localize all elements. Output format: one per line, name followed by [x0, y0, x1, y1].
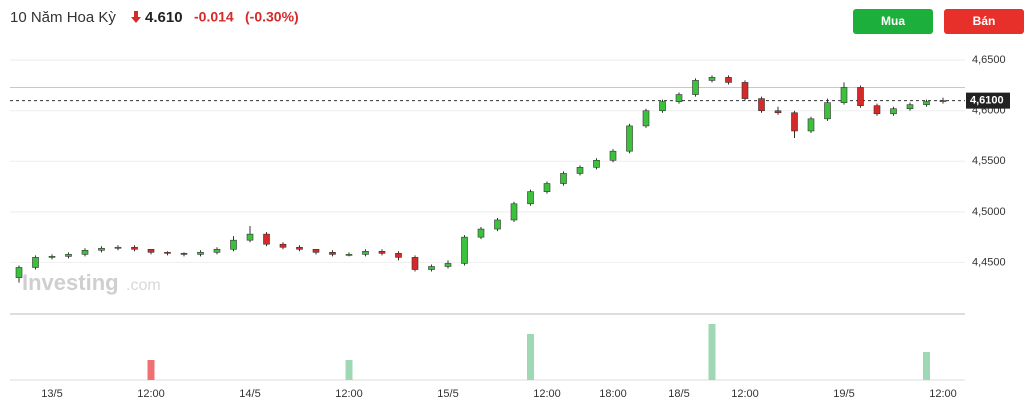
- candle-body: [527, 191, 534, 205]
- volume-bar: [527, 334, 534, 380]
- candle-body: [642, 110, 650, 127]
- buy-label[interactable]: Mua: [881, 14, 905, 28]
- candle-body: [774, 110, 782, 114]
- candle-body: [98, 247, 105, 251]
- candle-body: [576, 167, 584, 174]
- x-tick-label: 15/5: [437, 388, 458, 400]
- candle-body: [708, 77, 716, 81]
- candle-body: [312, 248, 320, 253]
- watermark: Investing: [22, 270, 119, 295]
- candle-body: [197, 252, 204, 255]
- candle-body: [824, 102, 831, 120]
- candle-body: [857, 87, 864, 106]
- candle-body: [609, 150, 617, 161]
- candle-body: [81, 249, 89, 255]
- candle-body: [923, 101, 930, 105]
- candle-body: [791, 112, 798, 132]
- candle-body: [147, 248, 155, 253]
- candle-body: [329, 252, 336, 255]
- candle-body: [395, 253, 402, 258]
- candle-body: [213, 248, 221, 253]
- candle-body: [444, 263, 452, 267]
- candle-body: [807, 118, 815, 132]
- candle-body: [263, 233, 270, 245]
- x-tick-label: 18:00: [599, 388, 627, 400]
- candle-body: [32, 257, 39, 268]
- instrument-title: 10 Năm Hoa Kỳ: [10, 9, 116, 26]
- candle-body: [296, 246, 303, 250]
- candle-body: [477, 228, 485, 238]
- candle-body: [543, 183, 551, 192]
- change-pct: (-0.30%): [245, 9, 299, 25]
- candle-body: [890, 108, 897, 115]
- sell-button[interactable]: [944, 9, 1024, 34]
- sell-label[interactable]: Bán: [973, 14, 996, 28]
- candle-body: [560, 173, 567, 184]
- candle-body: [114, 246, 122, 249]
- y-tick-label: 4,5500: [972, 155, 1006, 167]
- candle-body: [428, 266, 435, 270]
- candle-body: [741, 82, 749, 99]
- candle-body: [725, 77, 732, 83]
- y-tick-label: 4,4500: [972, 256, 1006, 268]
- candle-body: [939, 100, 947, 102]
- candle-body: [906, 104, 914, 110]
- candle-body: [131, 246, 138, 250]
- x-tick-label: 14/5: [239, 388, 260, 400]
- candle-body: [593, 159, 600, 168]
- y-tick-label: 4,6500: [972, 54, 1006, 66]
- candle-body: [840, 87, 848, 103]
- candle-body: [345, 254, 353, 256]
- candle-body: [15, 267, 23, 278]
- candle-body: [48, 256, 56, 258]
- x-tick-label: 12:00: [731, 388, 759, 400]
- volume-bar: [923, 352, 930, 380]
- candle-body: [164, 252, 171, 254]
- candle-body: [659, 101, 666, 112]
- volume-bar: [345, 360, 353, 380]
- candle-body: [873, 105, 881, 115]
- candle-body: [411, 257, 419, 270]
- last-price-label: 4,6100: [970, 95, 1004, 107]
- volume-bar: [147, 360, 155, 380]
- x-tick-label: 13/5: [41, 388, 62, 400]
- x-tick-label: 12:00: [137, 388, 165, 400]
- volume-bar: [708, 324, 716, 380]
- watermark-suffix: .com: [126, 277, 161, 294]
- x-tick-label: 19/5: [833, 388, 854, 400]
- candle-body: [362, 251, 369, 255]
- candle-body: [494, 219, 501, 230]
- candle-body: [675, 94, 683, 102]
- buy-button[interactable]: [853, 9, 933, 34]
- y-tick-label: 4,5000: [972, 206, 1006, 218]
- last-price-box: [966, 92, 1010, 109]
- price: 4.610: [145, 9, 183, 26]
- x-tick-label: 12:00: [533, 388, 561, 400]
- candle-body: [65, 254, 72, 257]
- candle-body: [230, 239, 237, 250]
- x-tick-label: 12:00: [929, 388, 957, 400]
- candle-body: [510, 203, 518, 221]
- candle-body: [279, 243, 287, 248]
- x-tick-label: 12:00: [335, 388, 363, 400]
- change: -0.014: [194, 9, 234, 25]
- down-arrow: [131, 11, 141, 23]
- candle-body: [692, 80, 699, 95]
- candle-body: [246, 233, 254, 241]
- x-tick-label: 18/5: [668, 388, 689, 400]
- candle-body: [180, 253, 188, 255]
- candle-body: [758, 98, 765, 112]
- candle-body: [461, 236, 468, 264]
- candle-body: [626, 125, 633, 152]
- candle-body: [378, 251, 386, 254]
